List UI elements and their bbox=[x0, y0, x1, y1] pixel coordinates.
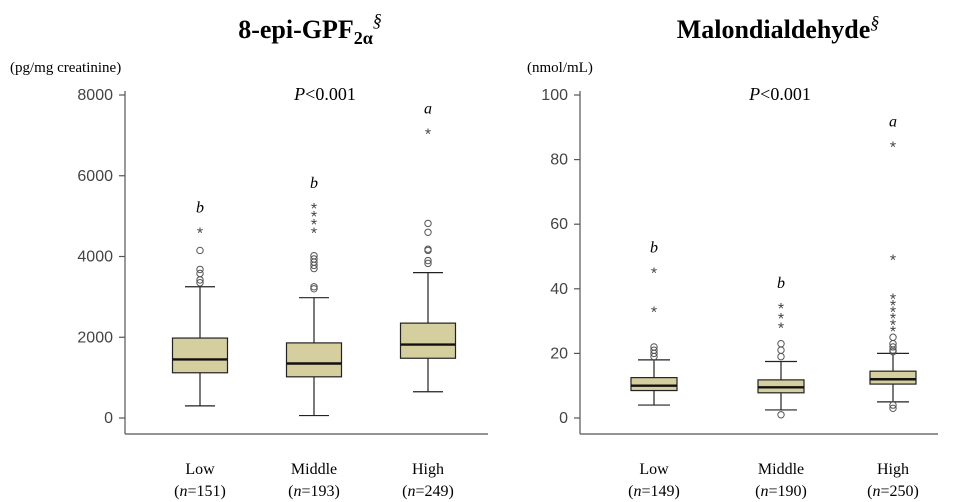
significance-letter: a bbox=[424, 100, 432, 117]
sample-size-label: (n=151) bbox=[174, 483, 226, 500]
category-label: Low bbox=[185, 461, 215, 478]
y-tick-label: 8000 bbox=[77, 87, 113, 104]
title-main: 8-epi-GPF bbox=[238, 15, 354, 44]
extreme-point: * bbox=[311, 225, 317, 242]
outlier-point bbox=[196, 279, 204, 287]
sample-size-label: (n=250) bbox=[867, 483, 919, 500]
category-label: High bbox=[412, 461, 444, 478]
extreme-point: * bbox=[778, 311, 784, 328]
y-tick-label: 80 bbox=[550, 152, 568, 169]
chart-title: Malondialdehyde§ bbox=[677, 12, 880, 44]
sample-size-label: (n=190) bbox=[755, 483, 807, 500]
box-group-high: * a High (n=249) bbox=[399, 100, 457, 500]
extreme-point: * bbox=[651, 266, 657, 283]
y-tick-label: 0 bbox=[104, 410, 113, 427]
y-tick-label: 20 bbox=[550, 345, 568, 362]
extreme-point: * bbox=[311, 201, 317, 218]
extreme-point: * bbox=[651, 304, 657, 321]
outlier-point bbox=[650, 343, 658, 351]
outlier-point bbox=[777, 411, 785, 419]
outlier-point bbox=[889, 343, 897, 351]
extreme-point: * bbox=[890, 298, 896, 315]
outlier-point bbox=[310, 283, 318, 291]
iqr-box bbox=[630, 377, 678, 392]
outlier-point bbox=[310, 255, 318, 263]
outlier-point bbox=[889, 333, 897, 341]
significance-letter: b bbox=[196, 199, 204, 216]
extreme-point: * bbox=[311, 209, 317, 226]
p-value-annotation: P<0.001 bbox=[748, 84, 811, 104]
outlier-point bbox=[777, 340, 785, 348]
outlier-point bbox=[310, 251, 318, 260]
box-group-low: * b Low (n=151) bbox=[171, 199, 229, 500]
outlier-point bbox=[196, 265, 204, 274]
p-value-annotation: P<0.001 bbox=[293, 84, 356, 104]
outlier-point bbox=[424, 245, 432, 253]
chart-panel-2: Malondialdehyde§ (nmol/mL) P<0.001 0 20 40 60 8… bbox=[527, 12, 938, 500]
outlier-point bbox=[424, 256, 432, 265]
box-group-low: * * b Low (n=149) bbox=[628, 240, 680, 500]
significance-letter: a bbox=[889, 114, 897, 131]
significance-letter: b bbox=[310, 175, 318, 192]
extreme-point: * bbox=[311, 217, 317, 234]
title-subscript: 2α bbox=[354, 28, 373, 48]
outlier-point bbox=[424, 219, 432, 228]
title-superscript: § bbox=[870, 12, 879, 32]
chart-panel-1: 8-epi-GPF2α§ (pg/mg creatinine) P<0.001 0 20… bbox=[10, 10, 488, 500]
sample-size-label: (n=149) bbox=[628, 483, 680, 500]
y-tick-label: 4000 bbox=[77, 249, 113, 266]
y-tick-label: 40 bbox=[550, 281, 568, 298]
y-tick-label: 6000 bbox=[77, 168, 113, 185]
significance-letter: b bbox=[777, 275, 785, 292]
extreme-point: * bbox=[890, 317, 896, 334]
y-axis-unit: (nmol/mL) bbox=[527, 60, 593, 76]
title-superscript: § bbox=[373, 10, 382, 30]
y-tick-label: 0 bbox=[559, 410, 568, 427]
category-label: Middle bbox=[291, 461, 337, 478]
category-label: High bbox=[877, 461, 909, 478]
extreme-point: * bbox=[890, 140, 896, 157]
outlier-point bbox=[777, 346, 785, 354]
y-tick-label: 100 bbox=[541, 87, 568, 104]
sample-size-label: (n=249) bbox=[402, 483, 454, 500]
iqr-box bbox=[869, 370, 917, 385]
extreme-point: * bbox=[890, 311, 896, 328]
category-label: Low bbox=[639, 461, 669, 478]
chart-title: 8-epi-GPF2α§ bbox=[238, 10, 382, 48]
outlier-point bbox=[889, 401, 897, 409]
iqr-box bbox=[171, 337, 229, 374]
outlier-point bbox=[650, 346, 658, 354]
outlier-point bbox=[777, 352, 785, 361]
iqr-box bbox=[285, 342, 343, 378]
significance-letter: b bbox=[650, 240, 658, 257]
extreme-point: * bbox=[778, 301, 784, 318]
outlier-point bbox=[424, 228, 432, 236]
extreme-point: * bbox=[890, 324, 896, 341]
outlier-point bbox=[889, 404, 897, 413]
outlier-point bbox=[196, 246, 204, 255]
extreme-point: * bbox=[197, 225, 203, 242]
y-axis-unit: (pg/mg creatinine) bbox=[10, 60, 121, 76]
y-tick-label: 60 bbox=[550, 216, 568, 233]
y-tick-label: 2000 bbox=[77, 329, 113, 346]
extreme-point: * bbox=[890, 304, 896, 321]
category-label: Middle bbox=[758, 461, 804, 478]
extreme-point: * bbox=[778, 321, 784, 338]
iqr-box bbox=[399, 322, 457, 359]
outlier-point bbox=[424, 259, 432, 268]
outlier-point bbox=[310, 285, 318, 293]
extreme-point: * bbox=[425, 126, 431, 143]
extreme-point: * bbox=[890, 253, 896, 270]
outlier-point bbox=[196, 269, 204, 278]
extreme-point: * bbox=[890, 291, 896, 308]
title-main: Malondialdehyde bbox=[677, 15, 871, 44]
sample-size-label: (n=193) bbox=[288, 483, 340, 500]
